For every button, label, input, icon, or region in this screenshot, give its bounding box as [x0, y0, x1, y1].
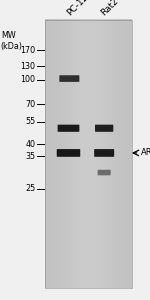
- Text: 25: 25: [25, 184, 35, 193]
- FancyBboxPatch shape: [95, 125, 113, 132]
- Text: Rat2: Rat2: [100, 0, 121, 17]
- Text: ARA9: ARA9: [141, 148, 150, 158]
- FancyBboxPatch shape: [57, 149, 80, 157]
- Text: 100: 100: [20, 75, 35, 84]
- Text: 35: 35: [25, 152, 35, 161]
- Text: 40: 40: [25, 140, 35, 149]
- Text: 130: 130: [20, 62, 35, 71]
- Text: 170: 170: [20, 46, 35, 55]
- Text: MW
(kDa): MW (kDa): [1, 32, 23, 51]
- Bar: [45, 20, 132, 288]
- Text: 55: 55: [25, 117, 35, 126]
- FancyBboxPatch shape: [59, 75, 79, 82]
- FancyBboxPatch shape: [98, 170, 111, 175]
- FancyBboxPatch shape: [58, 125, 79, 132]
- FancyBboxPatch shape: [94, 149, 114, 157]
- Text: PC-12: PC-12: [65, 0, 90, 17]
- Text: 70: 70: [25, 100, 35, 109]
